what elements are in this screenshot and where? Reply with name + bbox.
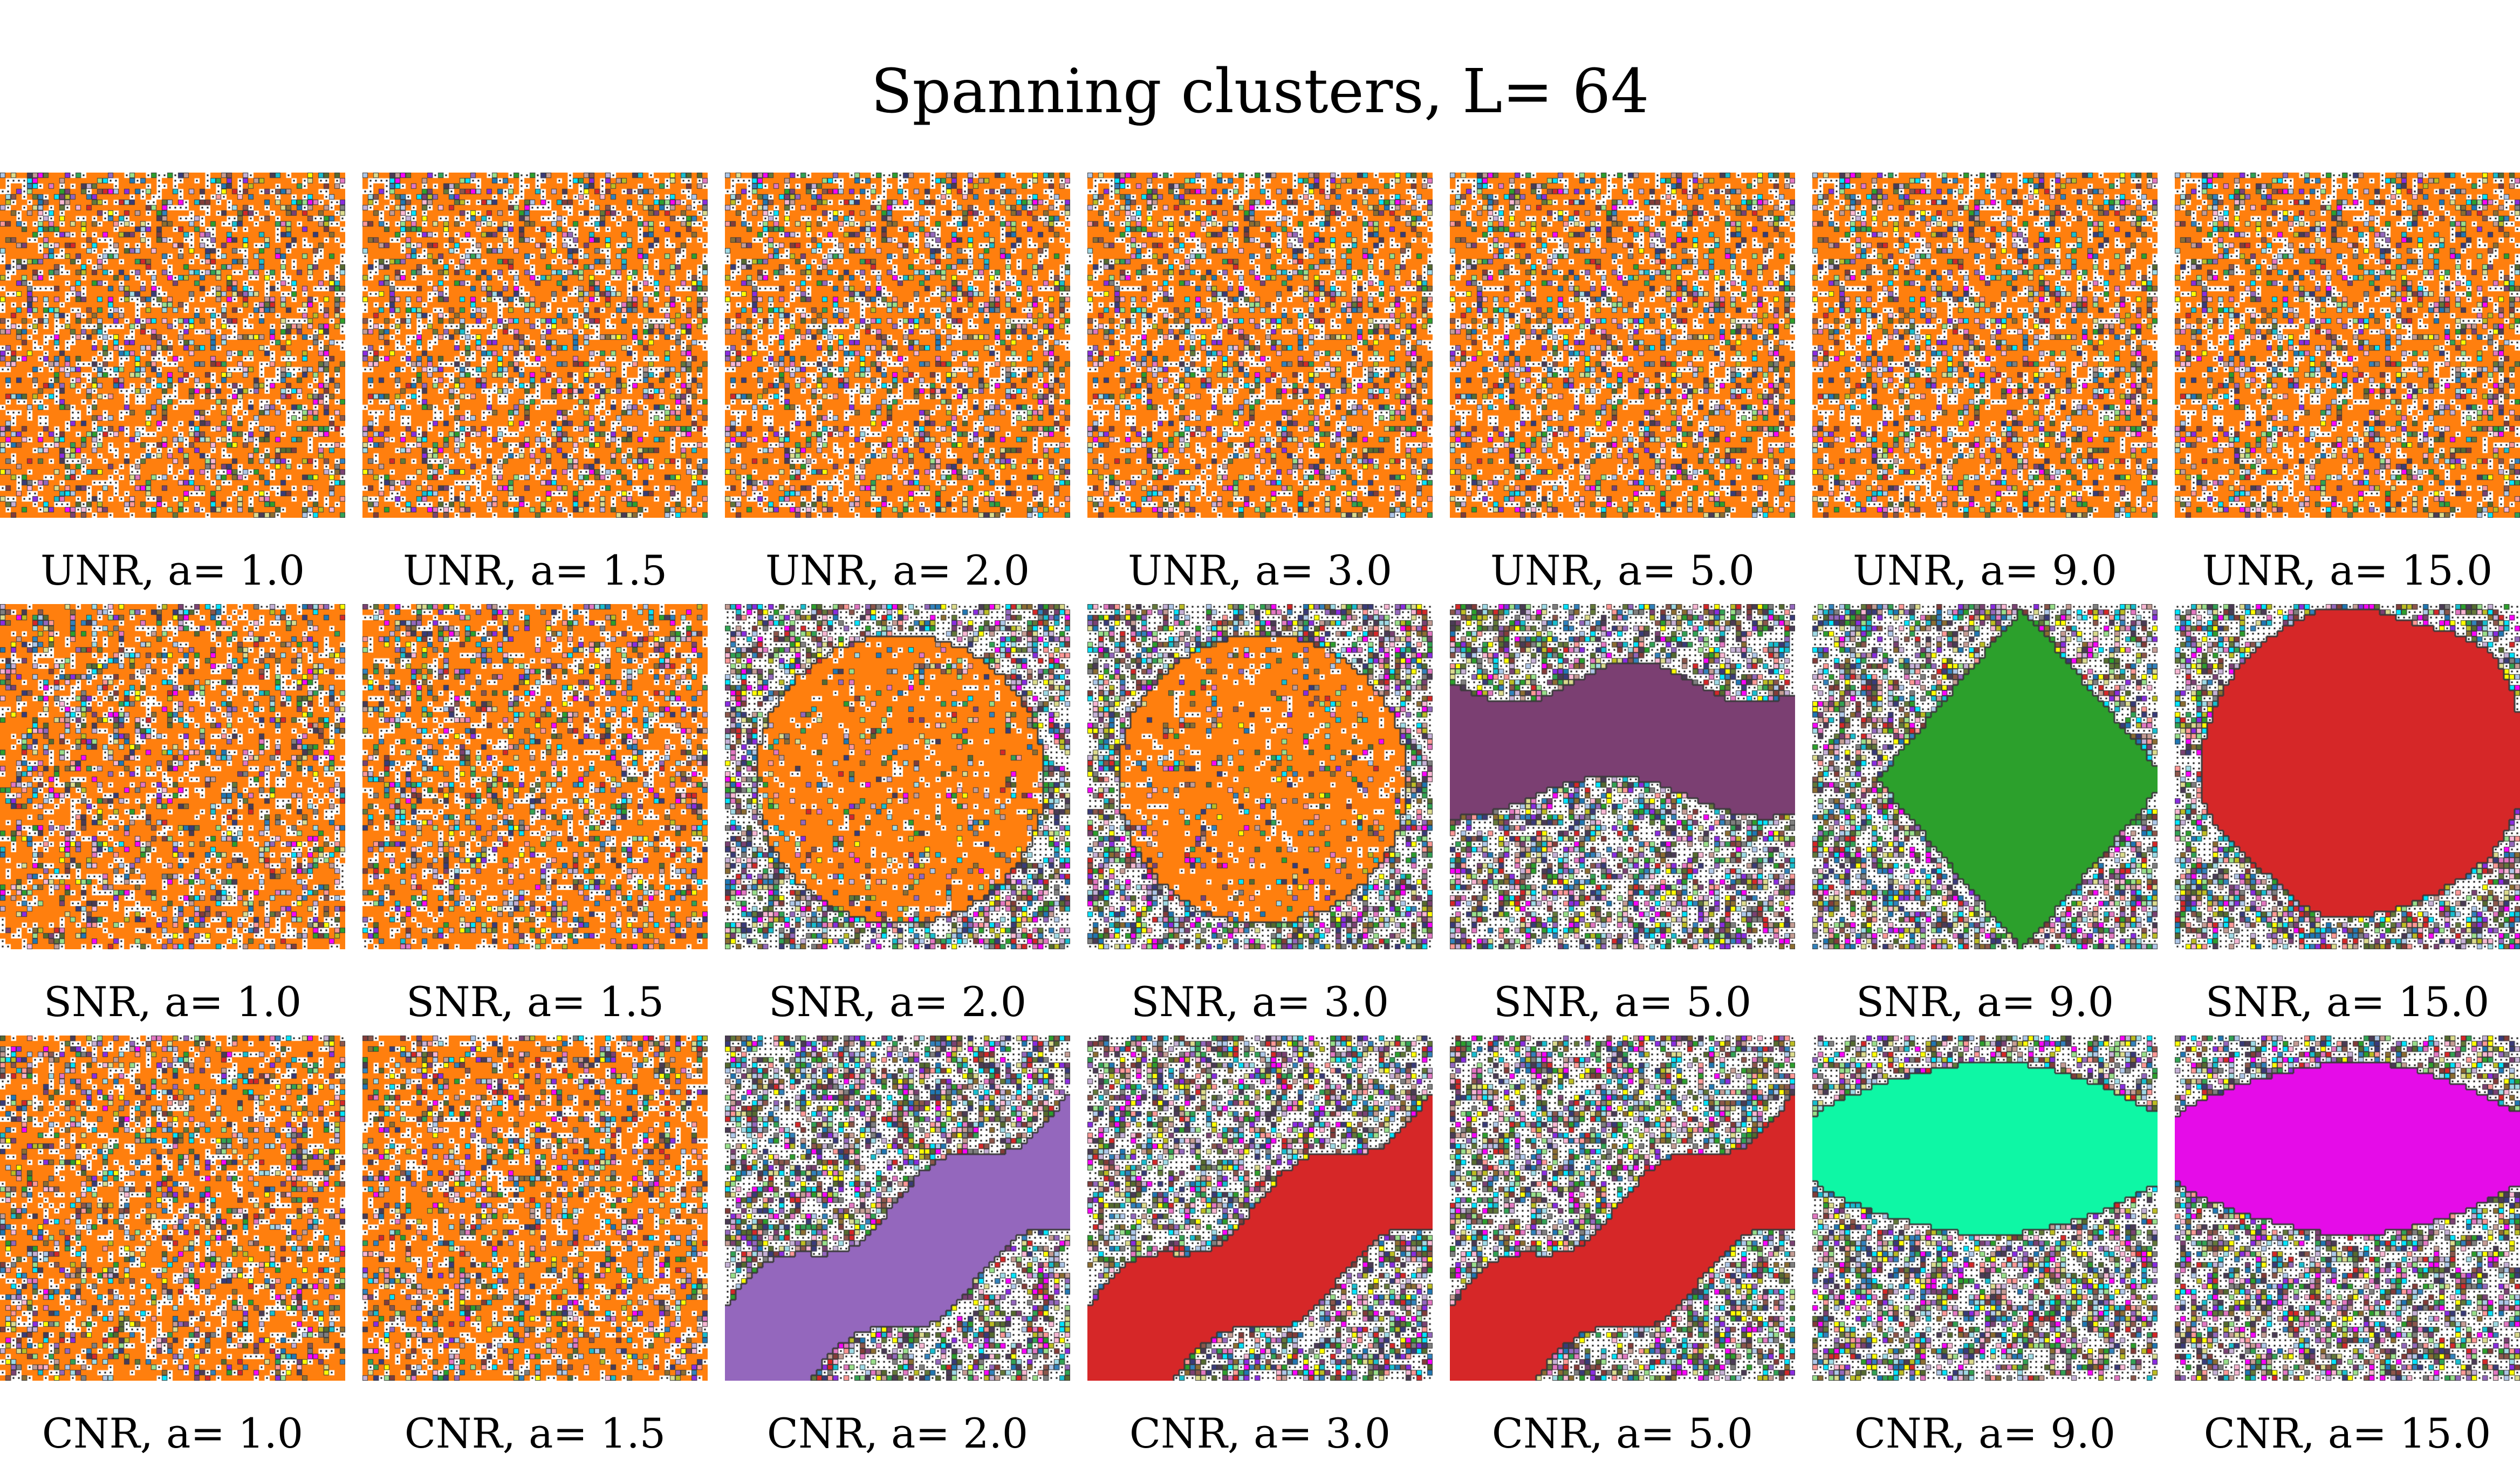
panel-caption: UNR, a= 15.0 [2202, 546, 2493, 594]
panel-caption: CNR, a= 1.0 [42, 1409, 304, 1457]
lattice-panel: UNR, a= 15.0 [2175, 173, 2520, 594]
panel-caption: CNR, a= 2.0 [766, 1409, 1029, 1457]
lattice-panel: SNR, a= 5.0 [1450, 604, 1795, 1026]
lattice-image [0, 173, 345, 518]
panel-caption: UNR, a= 2.0 [765, 546, 1030, 594]
panel-caption: CNR, a= 15.0 [2203, 1409, 2491, 1457]
lattice-image [725, 173, 1070, 518]
lattice-image [1450, 604, 1795, 949]
lattice-image [0, 1036, 345, 1381]
lattice-panel: CNR, a= 3.0 [1087, 1036, 1433, 1457]
lattice-panel: SNR, a= 1.5 [362, 604, 708, 1026]
lattice-image [1087, 604, 1433, 949]
lattice-panel: CNR, a= 15.0 [2175, 1036, 2520, 1457]
panel-caption: CNR, a= 3.0 [1129, 1409, 1391, 1457]
lattice-image [362, 604, 708, 949]
lattice-panel: SNR, a= 2.0 [725, 604, 1070, 1026]
lattice-image [2175, 173, 2520, 518]
lattice-panel: UNR, a= 3.0 [1087, 173, 1433, 594]
panel-caption: UNR, a= 9.0 [1852, 546, 2118, 594]
lattice-panel: UNR, a= 1.0 [0, 173, 345, 594]
lattice-image [1812, 604, 2158, 949]
lattice-image [2175, 604, 2520, 949]
lattice-panel: UNR, a= 2.0 [725, 173, 1070, 594]
panel-caption: CNR, a= 9.0 [1854, 1409, 2116, 1457]
panel-caption: SNR, a= 9.0 [1855, 978, 2114, 1026]
panel-caption: SNR, a= 2.0 [768, 978, 1027, 1026]
lattice-image [1087, 1036, 1433, 1381]
lattice-image [1450, 173, 1795, 518]
lattice-panel: CNR, a= 1.5 [362, 1036, 708, 1457]
lattice-panel: UNR, a= 1.5 [362, 173, 708, 594]
lattice-image [725, 604, 1070, 949]
panel-caption: UNR, a= 1.5 [402, 546, 668, 594]
figure-title: Spanning clusters, L= 64 [871, 57, 1649, 127]
lattice-panel: CNR, a= 9.0 [1812, 1036, 2158, 1457]
lattice-panel: SNR, a= 15.0 [2175, 604, 2520, 1026]
lattice-image [2175, 1036, 2520, 1381]
lattice-image [1812, 173, 2158, 518]
panel-caption: SNR, a= 1.5 [406, 978, 665, 1026]
lattice-image [362, 1036, 708, 1381]
panel-caption: UNR, a= 5.0 [1490, 546, 1755, 594]
lattice-image [0, 604, 345, 949]
lattice-panel: UNR, a= 9.0 [1812, 173, 2158, 594]
lattice-image [1450, 1036, 1795, 1381]
panel-caption: SNR, a= 3.0 [1131, 978, 1389, 1026]
lattice-image [725, 1036, 1070, 1381]
panel-caption: UNR, a= 1.0 [40, 546, 305, 594]
lattice-panel: SNR, a= 9.0 [1812, 604, 2158, 1026]
panel-caption: CNR, a= 1.5 [404, 1409, 666, 1457]
panel-caption: SNR, a= 5.0 [1493, 978, 1752, 1026]
lattice-panel: CNR, a= 2.0 [725, 1036, 1070, 1457]
lattice-panel: CNR, a= 5.0 [1450, 1036, 1795, 1457]
panel-caption: UNR, a= 3.0 [1127, 546, 1393, 594]
panel-caption: SNR, a= 15.0 [2205, 978, 2490, 1026]
panel-caption: CNR, a= 5.0 [1491, 1409, 1754, 1457]
lattice-panel: SNR, a= 3.0 [1087, 604, 1433, 1026]
lattice-panel: UNR, a= 5.0 [1450, 173, 1795, 594]
panel-caption: SNR, a= 1.0 [43, 978, 302, 1026]
lattice-image [1087, 173, 1433, 518]
lattice-image [362, 173, 708, 518]
lattice-panel: SNR, a= 1.0 [0, 604, 345, 1026]
lattice-panel: CNR, a= 1.0 [0, 1036, 345, 1457]
lattice-image [1812, 1036, 2158, 1381]
